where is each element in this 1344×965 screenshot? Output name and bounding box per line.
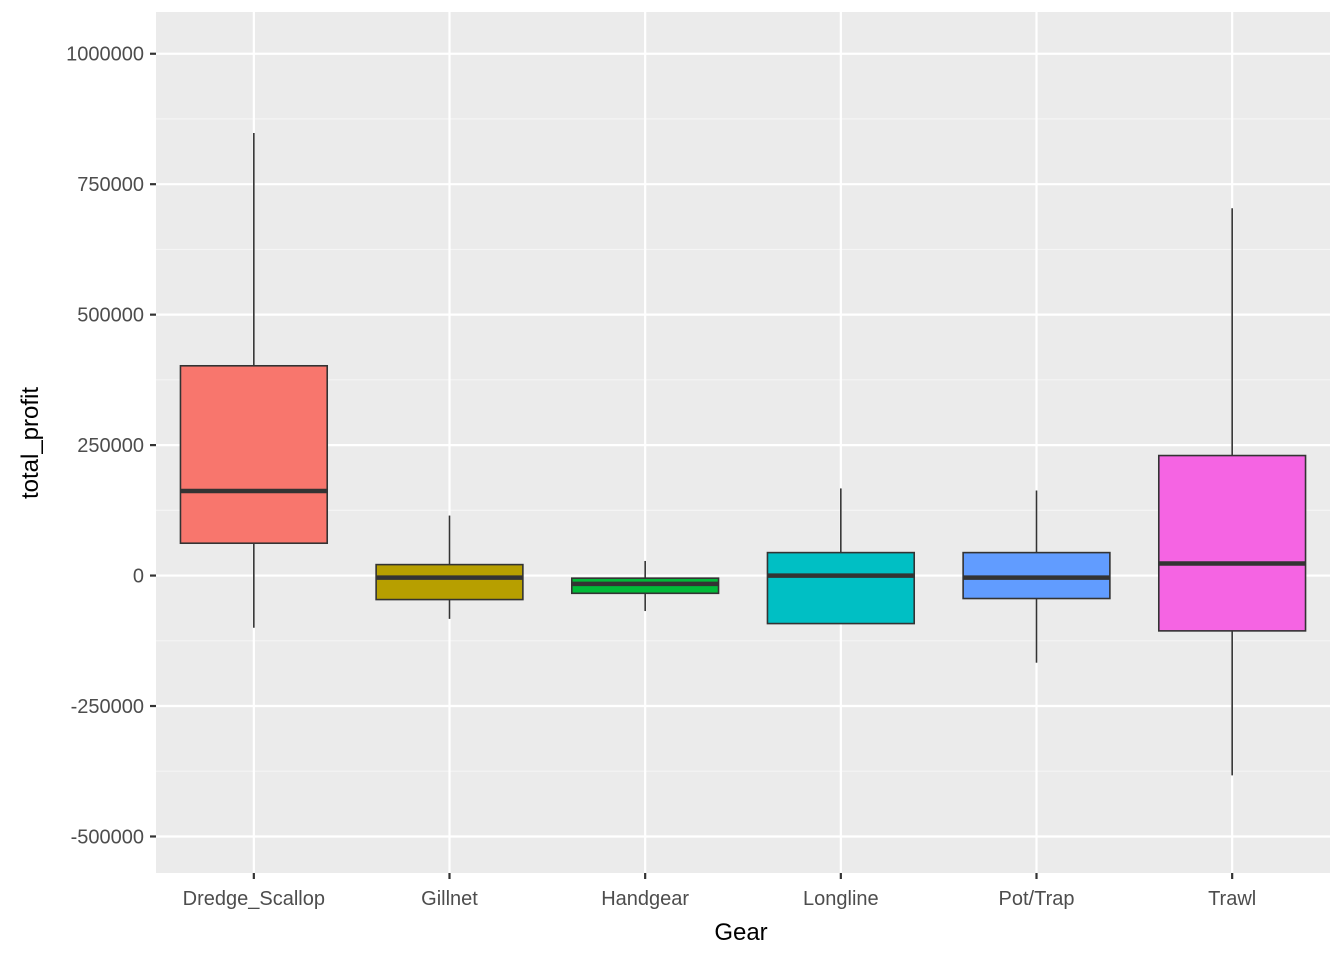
- box-pot-trap: [962, 490, 1111, 663]
- y-tick-label: 750000: [77, 174, 144, 196]
- box-dredge-scallop: [179, 133, 329, 628]
- x-axis: Dredge_Scallop Gillnet Handgear Longline Pot…: [183, 873, 1256, 910]
- x-tick-label: Pot/Trap: [999, 888, 1075, 910]
- y-axis: -500000 -250000 0 250000 500000 750000 1000000: [66, 44, 156, 848]
- x-tick-label: Dredge_Scallop: [183, 888, 325, 910]
- box-gillnet: [375, 515, 524, 619]
- x-tick-label: Gillnet: [421, 888, 478, 910]
- y-tick-label: 1000000: [66, 44, 144, 66]
- boxes: [179, 133, 1307, 776]
- box-handgear: [570, 560, 720, 612]
- minor-gridlines: [156, 118, 1330, 772]
- box-trawl: [1157, 208, 1307, 776]
- iqr-box: [375, 563, 524, 601]
- y-tick-label: 0: [133, 566, 144, 588]
- iqr-box: [1157, 454, 1307, 632]
- x-tick-label: Longline: [803, 888, 879, 910]
- plot-panel: [156, 12, 1330, 873]
- y-tick-label: -500000: [71, 826, 144, 848]
- y-tick-label: 500000: [77, 305, 144, 327]
- y-tick-label: -250000: [71, 696, 144, 718]
- box-longline: [766, 488, 916, 625]
- iqr-box: [766, 551, 916, 625]
- y-tick-label: 250000: [77, 435, 144, 457]
- y-axis-title: total_profit: [17, 387, 44, 499]
- x-axis-title: Gear: [714, 919, 767, 946]
- x-tick-label: Trawl: [1208, 888, 1256, 910]
- iqr-box: [179, 364, 329, 545]
- x-tick-label: Handgear: [601, 888, 689, 910]
